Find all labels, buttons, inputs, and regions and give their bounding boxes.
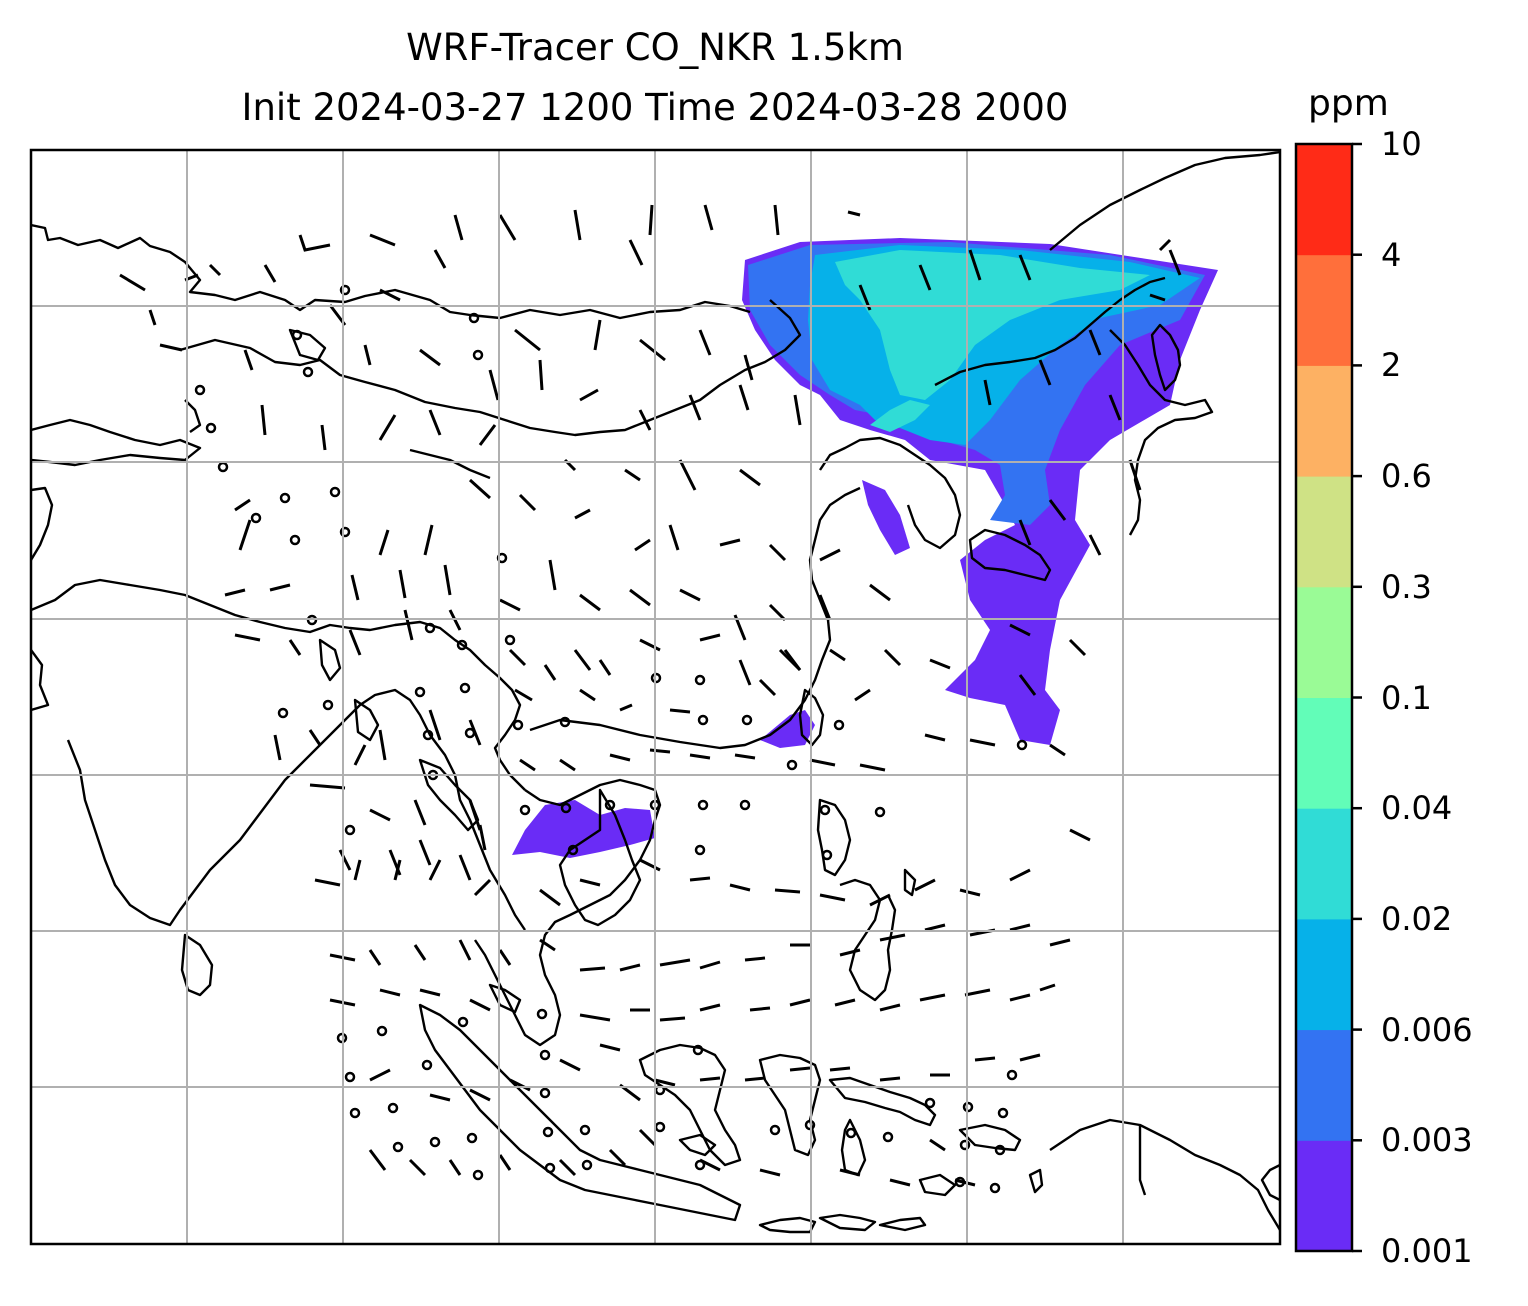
colorbar-band [1296,1029,1352,1141]
wind-barbs [119,204,1182,1187]
colorbar-tick-label: 2 [1381,346,1402,385]
colorbar-band [1296,144,1352,256]
colorbar-tick-label: 0.1 [1381,678,1432,717]
colorbar-tick-label: 0.04 [1381,789,1453,828]
colorbar-tick-label: 4 [1381,235,1402,274]
colorbar-band [1296,254,1352,366]
plume-low-south [512,800,655,858]
colorbar-band [1296,1140,1352,1252]
tracer-plume [512,238,1218,858]
colorbar-ticks [1352,142,1362,1253]
colorbar-unit: ppm [1308,83,1389,124]
colorbar-bands [1296,144,1352,1252]
map-title-line2: Init 2024-03-27 1200 Time 2024-03-28 200… [241,86,1069,129]
map-title-line1: WRF-Tracer CO_NKR 1.5km [406,26,904,69]
plume-low-korea [862,480,910,555]
colorbar-band [1296,365,1352,477]
colorbar-band [1296,476,1352,588]
colorbar-tick-label: 0.006 [1381,1010,1473,1049]
colorbar-band [1296,918,1352,1031]
plume-peak-2 [870,400,930,432]
colorbar-tick-label: 10 [1381,125,1422,163]
colorbar-band [1296,697,1352,809]
colorbar-tick-label: 0.02 [1381,899,1453,938]
colorbar-tick-label: 0.003 [1381,1121,1473,1160]
map-frame [29,148,1282,1246]
colorbar-tick-label: 0.3 [1381,567,1432,606]
colorbar-band [1296,586,1352,698]
coastlines [31,150,1280,1234]
plume-peak [835,250,1150,400]
colorbar-tick-label: 0.6 [1381,457,1432,496]
colorbar-band [1296,808,1352,920]
gridlines [31,150,1280,1244]
colorbar-tick-label: 0.001 [1381,1232,1473,1270]
